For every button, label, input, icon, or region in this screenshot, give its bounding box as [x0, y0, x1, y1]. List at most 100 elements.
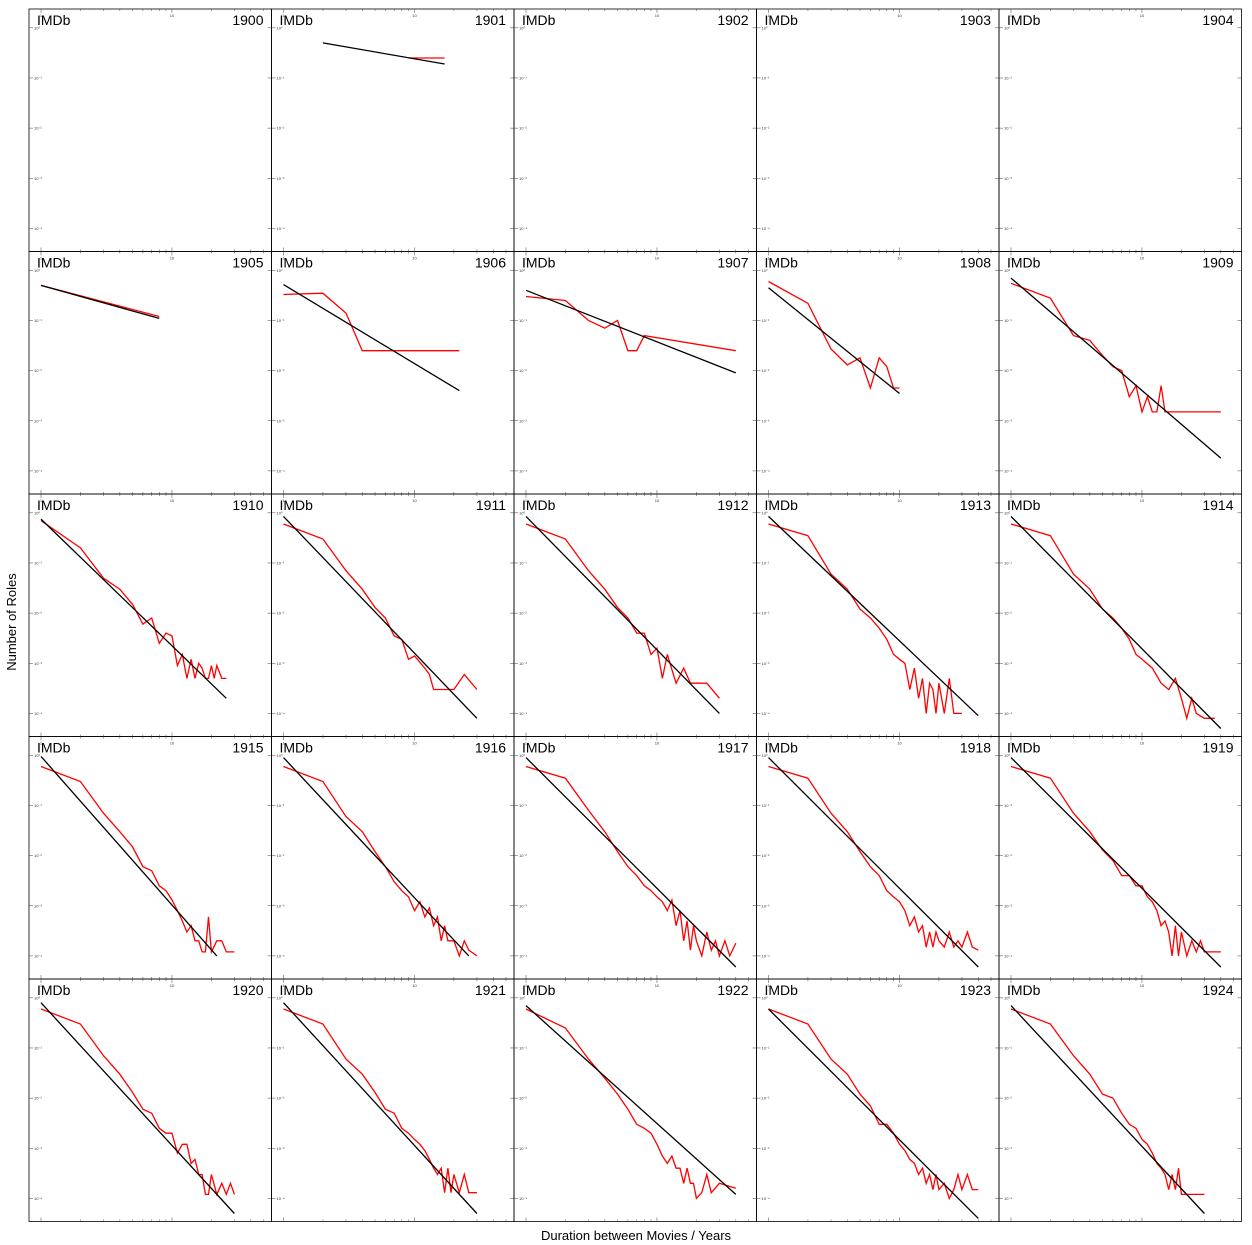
x-tick-label: 1 — [767, 13, 770, 18]
panel-year-label: 1901 — [475, 12, 506, 28]
fit-line — [768, 757, 979, 968]
x-tick-label: 1 — [40, 741, 43, 746]
y-tick-label: 10⁰ — [519, 510, 525, 515]
y-tick-label: 10⁻³ — [519, 661, 528, 666]
y-tick-label: 10⁻² — [277, 126, 286, 131]
y-tick-label: 10⁻⁴ — [277, 1196, 286, 1201]
y-tick-label: 10⁰ — [762, 25, 768, 30]
y-tick-label: 10⁻³ — [762, 661, 771, 666]
fit-line — [40, 284, 160, 320]
y-tick-label: 10⁻⁴ — [1004, 711, 1013, 716]
y-tick-label: 10⁻² — [34, 126, 43, 131]
y-tick-label: 10⁻³ — [34, 176, 43, 181]
x-tick-label: 1 — [525, 13, 528, 18]
panel-1915: 1 10 10⁰ 10⁻¹ 10⁻² 10⁻³ 10⁻⁴ IMDb 1915 — [28, 736, 272, 980]
y-tick-label: 10⁻² — [762, 126, 771, 131]
panel-year-label: 1924 — [1202, 982, 1233, 998]
y-tick-label: 10⁻⁴ — [34, 1196, 43, 1201]
y-tick-label: 10⁻² — [34, 611, 43, 616]
y-tick-label: 10⁻⁴ — [34, 226, 43, 231]
panel-grid: 1 10 10⁰ 10⁻¹ 10⁻² 10⁻³ 10⁻⁴ IMDb 1900 1 10 10⁰ 10⁻¹… — [28, 8, 1242, 1222]
panel-year-label: 1917 — [717, 740, 748, 756]
y-tick-label: 10⁻¹ — [34, 560, 43, 565]
panel-1918: 1 10 10⁰ 10⁻¹ 10⁻² 10⁻³ 10⁻⁴ IMDb 1918 — [756, 736, 1000, 980]
fit-line — [322, 42, 445, 65]
data-line — [40, 1008, 236, 1197]
y-tick-label: 10⁻⁴ — [762, 711, 771, 716]
panel-frame — [271, 493, 515, 737]
y-tick-label: 10⁰ — [762, 510, 768, 515]
x-tick-label: 1 — [525, 741, 528, 746]
panel-dataset-label: IMDb — [37, 740, 71, 756]
panel-frame — [513, 978, 757, 1222]
data-line — [1010, 765, 1221, 959]
x-tick-label: 1 — [525, 983, 528, 988]
panel-1921: 1 10 10⁰ 10⁻¹ 10⁻² 10⁻³ 10⁻⁴ IMDb 1921 — [271, 978, 515, 1222]
panel-year-label: 1913 — [960, 497, 991, 513]
data-line — [525, 295, 736, 352]
x-axis-label: Duration between Movies / Years — [541, 1228, 732, 1243]
y-tick-label: 10⁻¹ — [277, 560, 286, 565]
y-tick-label: 10⁻³ — [762, 1146, 771, 1151]
fit-line — [768, 1008, 979, 1219]
panel-frame — [28, 251, 272, 495]
y-tick-label: 10⁰ — [277, 25, 283, 30]
panel-year-label: 1903 — [960, 12, 991, 28]
panel-frame — [271, 8, 515, 252]
x-tick-label: 1 — [1010, 498, 1013, 503]
y-tick-label: 10⁻⁴ — [519, 226, 528, 231]
y-tick-label: 10⁻³ — [762, 176, 771, 181]
y-tick-label: 10⁻¹ — [762, 75, 771, 80]
panel-1916: 1 10 10⁰ 10⁻¹ 10⁻² 10⁻³ 10⁻⁴ IMDb 1916 — [271, 736, 515, 980]
x-tick-label: 1 — [282, 13, 285, 18]
y-tick-label: 10⁻² — [519, 611, 528, 616]
x-tick-label: 10 — [170, 983, 175, 988]
data-line — [768, 1008, 979, 1201]
panel-dataset-label: IMDb — [1007, 255, 1041, 271]
panel-frame — [998, 978, 1242, 1222]
y-tick-label: 10⁰ — [519, 25, 525, 30]
y-tick-label: 10⁻² — [519, 368, 528, 373]
y-tick-label: 10⁻² — [277, 1096, 286, 1101]
panel-frame — [28, 8, 272, 252]
panel-dataset-label: IMDb — [37, 255, 71, 271]
panel-year-label: 1922 — [717, 982, 748, 998]
panel-1900: 1 10 10⁰ 10⁻¹ 10⁻² 10⁻³ 10⁻⁴ IMDb 1900 — [28, 8, 272, 252]
panel-frame — [998, 736, 1242, 980]
y-tick-label: 10⁻² — [1004, 1096, 1013, 1101]
panel-dataset-label: IMDb — [765, 497, 799, 513]
panel-frame — [998, 251, 1242, 495]
y-tick-label: 10⁻³ — [277, 661, 286, 666]
y-tick-label: 10⁻¹ — [519, 560, 528, 565]
x-tick-label: 10 — [655, 983, 660, 988]
panel-dataset-label: IMDb — [37, 497, 71, 513]
y-tick-label: 10⁻¹ — [277, 75, 286, 80]
y-tick-label: 10⁰ — [762, 995, 768, 1000]
fit-line — [1010, 757, 1222, 968]
y-tick-label: 10⁻³ — [1004, 903, 1013, 908]
panel-dataset-label: IMDb — [522, 740, 556, 756]
y-tick-label: 10⁻³ — [277, 903, 286, 908]
y-tick-label: 10⁰ — [277, 510, 283, 515]
y-tick-label: 10⁻² — [762, 611, 771, 616]
panel-1923: 1 10 10⁰ 10⁻¹ 10⁻² 10⁻³ 10⁻⁴ IMDb 1923 — [756, 978, 1000, 1222]
fit-line — [283, 515, 478, 719]
y-tick-label: 10⁻⁴ — [1004, 1196, 1013, 1201]
x-tick-label: 1 — [525, 256, 528, 261]
x-tick-label: 1 — [1010, 741, 1013, 746]
y-tick-label: 10⁻² — [762, 853, 771, 858]
panel-1910: 1 10 10⁰ 10⁻¹ 10⁻² 10⁻³ 10⁻⁴ IMDb 1910 — [28, 493, 272, 737]
panel-dataset-label: IMDb — [522, 255, 556, 271]
y-tick-label: 10⁰ — [1004, 510, 1010, 515]
y-tick-label: 10⁻⁴ — [34, 468, 43, 473]
panel-frame — [756, 8, 1000, 252]
y-tick-label: 10⁻⁴ — [1004, 468, 1013, 473]
data-line — [40, 520, 227, 680]
x-tick-label: 10 — [655, 256, 660, 261]
y-tick-label: 10⁻² — [762, 368, 771, 373]
fit-line — [1010, 515, 1222, 729]
x-tick-label: 10 — [412, 13, 417, 18]
y-tick-label: 10⁰ — [762, 268, 768, 273]
y-tick-label: 10⁻¹ — [1004, 318, 1013, 323]
panel-dataset-label: IMDb — [280, 255, 314, 271]
